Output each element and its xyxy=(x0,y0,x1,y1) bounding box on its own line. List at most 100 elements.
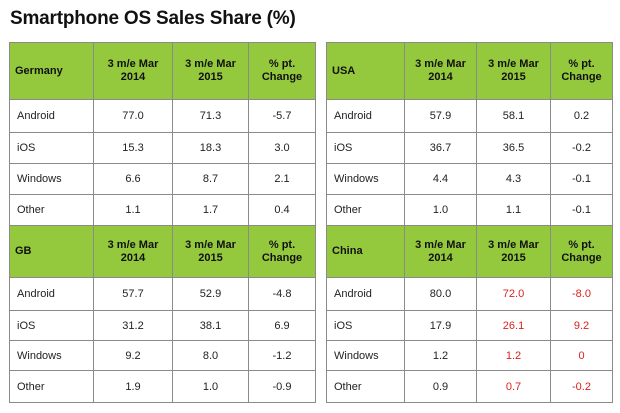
col-header-2015: 3 m/e Mar 2015 xyxy=(476,42,551,100)
col-header-2015: 3 m/e Mar 2015 xyxy=(476,225,551,278)
value-2014: 77.0 xyxy=(93,99,173,133)
value-2014: 1.0 xyxy=(404,194,477,226)
value-2015: 71.3 xyxy=(172,99,249,133)
col-header-change: % pt. Change xyxy=(550,42,613,100)
value-change: -0.1 xyxy=(550,194,613,226)
os-name: Windows xyxy=(326,163,405,195)
table-china: China 3 m/e Mar 2014 3 m/e Mar 2015 % pt. C… xyxy=(326,225,613,403)
value-change: 3.0 xyxy=(248,132,316,164)
value-2015: 0.7 xyxy=(476,370,551,403)
value-2014: 0.9 xyxy=(404,370,477,403)
value-2015: 1.0 xyxy=(172,370,249,403)
value-change: 0.4 xyxy=(248,194,316,226)
table-row: Other 1.0 1.1 -0.1 xyxy=(326,194,613,226)
value-2014: 31.2 xyxy=(93,310,173,341)
col-header-change: % pt. Change xyxy=(248,225,316,278)
value-2014: 36.7 xyxy=(404,132,477,164)
value-change: -0.1 xyxy=(550,163,613,195)
os-name: Android xyxy=(326,99,405,133)
os-name: Other xyxy=(326,370,405,403)
os-name: Android xyxy=(9,99,94,133)
value-change: 0 xyxy=(550,340,613,371)
header-row: GB 3 m/e Mar 2014 3 m/e Mar 2015 % pt. Chan… xyxy=(9,225,316,278)
header-row: Germany 3 m/e Mar 2014 3 m/e Mar 2015 % pt… xyxy=(9,42,316,100)
value-change: -1.2 xyxy=(248,340,316,371)
col-header-change: % pt. Change xyxy=(248,42,316,100)
value-2014: 6.6 xyxy=(93,163,173,195)
table-row: Windows 9.2 8.0 -1.2 xyxy=(9,340,316,371)
value-2015: 18.3 xyxy=(172,132,249,164)
value-2014: 1.2 xyxy=(404,340,477,371)
value-2014: 1.1 xyxy=(93,194,173,226)
col-header-change: % pt. Change xyxy=(550,225,613,278)
table-row: iOS 31.2 38.1 6.9 xyxy=(9,310,316,341)
value-2014: 15.3 xyxy=(93,132,173,164)
os-name: Android xyxy=(9,277,94,311)
region-label: Germany xyxy=(9,42,94,100)
os-name: iOS xyxy=(326,310,405,341)
value-2015: 38.1 xyxy=(172,310,249,341)
value-2015: 8.7 xyxy=(172,163,249,195)
col-header-2014: 3 m/e Mar 2014 xyxy=(93,225,173,278)
value-change: 2.1 xyxy=(248,163,316,195)
os-name: Android xyxy=(326,277,405,311)
value-2014: 57.9 xyxy=(404,99,477,133)
value-2014: 1.9 xyxy=(93,370,173,403)
region-label: China xyxy=(326,225,405,278)
table-row: iOS 15.3 18.3 3.0 xyxy=(9,132,316,164)
table-gb: GB 3 m/e Mar 2014 3 m/e Mar 2015 % pt. Chan… xyxy=(9,225,316,403)
col-header-2014: 3 m/e Mar 2014 xyxy=(93,42,173,100)
os-name: iOS xyxy=(9,132,94,164)
value-2015: 1.2 xyxy=(476,340,551,371)
col-header-2014: 3 m/e Mar 2014 xyxy=(404,42,477,100)
table-usa: USA 3 m/e Mar 2014 3 m/e Mar 2015 % pt. Cha… xyxy=(326,42,613,226)
table-row: Other 0.9 0.7 -0.2 xyxy=(326,370,613,403)
value-2015: 58.1 xyxy=(476,99,551,133)
header-row: China 3 m/e Mar 2014 3 m/e Mar 2015 % pt. C… xyxy=(326,225,613,278)
value-2014: 17.9 xyxy=(404,310,477,341)
os-name: Windows xyxy=(9,163,94,195)
value-2015: 36.5 xyxy=(476,132,551,164)
table-germany: Germany 3 m/e Mar 2014 3 m/e Mar 2015 % pt… xyxy=(9,42,316,226)
value-2014: 9.2 xyxy=(93,340,173,371)
table-row: iOS 36.7 36.5 -0.2 xyxy=(326,132,613,164)
col-header-2015: 3 m/e Mar 2015 xyxy=(172,42,249,100)
value-2014: 4.4 xyxy=(404,163,477,195)
os-name: Other xyxy=(9,370,94,403)
value-change: 6.9 xyxy=(248,310,316,341)
value-2015: 72.0 xyxy=(476,277,551,311)
value-2015: 52.9 xyxy=(172,277,249,311)
value-change: -0.9 xyxy=(248,370,316,403)
header-row: USA 3 m/e Mar 2014 3 m/e Mar 2015 % pt. Cha… xyxy=(326,42,613,100)
chart-title: Smartphone OS Sales Share (%) xyxy=(10,8,296,29)
table-row: Windows 4.4 4.3 -0.1 xyxy=(326,163,613,195)
os-name: iOS xyxy=(9,310,94,341)
table-row: Other 1.9 1.0 -0.9 xyxy=(9,370,316,403)
value-2014: 80.0 xyxy=(404,277,477,311)
os-name: iOS xyxy=(326,132,405,164)
col-header-2014: 3 m/e Mar 2014 xyxy=(404,225,477,278)
value-change: -0.2 xyxy=(550,132,613,164)
value-change: 9.2 xyxy=(550,310,613,341)
os-name: Other xyxy=(326,194,405,226)
value-change: -8.0 xyxy=(550,277,613,311)
value-change: -0.2 xyxy=(550,370,613,403)
table-row: Other 1.1 1.7 0.4 xyxy=(9,194,316,226)
table-row: Android 57.9 58.1 0.2 xyxy=(326,99,613,133)
os-name: Windows xyxy=(326,340,405,371)
table-row: Android 57.7 52.9 -4.8 xyxy=(9,277,316,311)
value-change: -4.8 xyxy=(248,277,316,311)
os-name: Windows xyxy=(9,340,94,371)
col-header-2015: 3 m/e Mar 2015 xyxy=(172,225,249,278)
region-label: USA xyxy=(326,42,405,100)
value-2015: 4.3 xyxy=(476,163,551,195)
region-label: GB xyxy=(9,225,94,278)
os-name: Other xyxy=(9,194,94,226)
value-change: -5.7 xyxy=(248,99,316,133)
table-row: Windows 6.6 8.7 2.1 xyxy=(9,163,316,195)
value-2014: 57.7 xyxy=(93,277,173,311)
value-2015: 1.1 xyxy=(476,194,551,226)
value-2015: 8.0 xyxy=(172,340,249,371)
table-row: iOS 17.9 26.1 9.2 xyxy=(326,310,613,341)
value-change: 0.2 xyxy=(550,99,613,133)
